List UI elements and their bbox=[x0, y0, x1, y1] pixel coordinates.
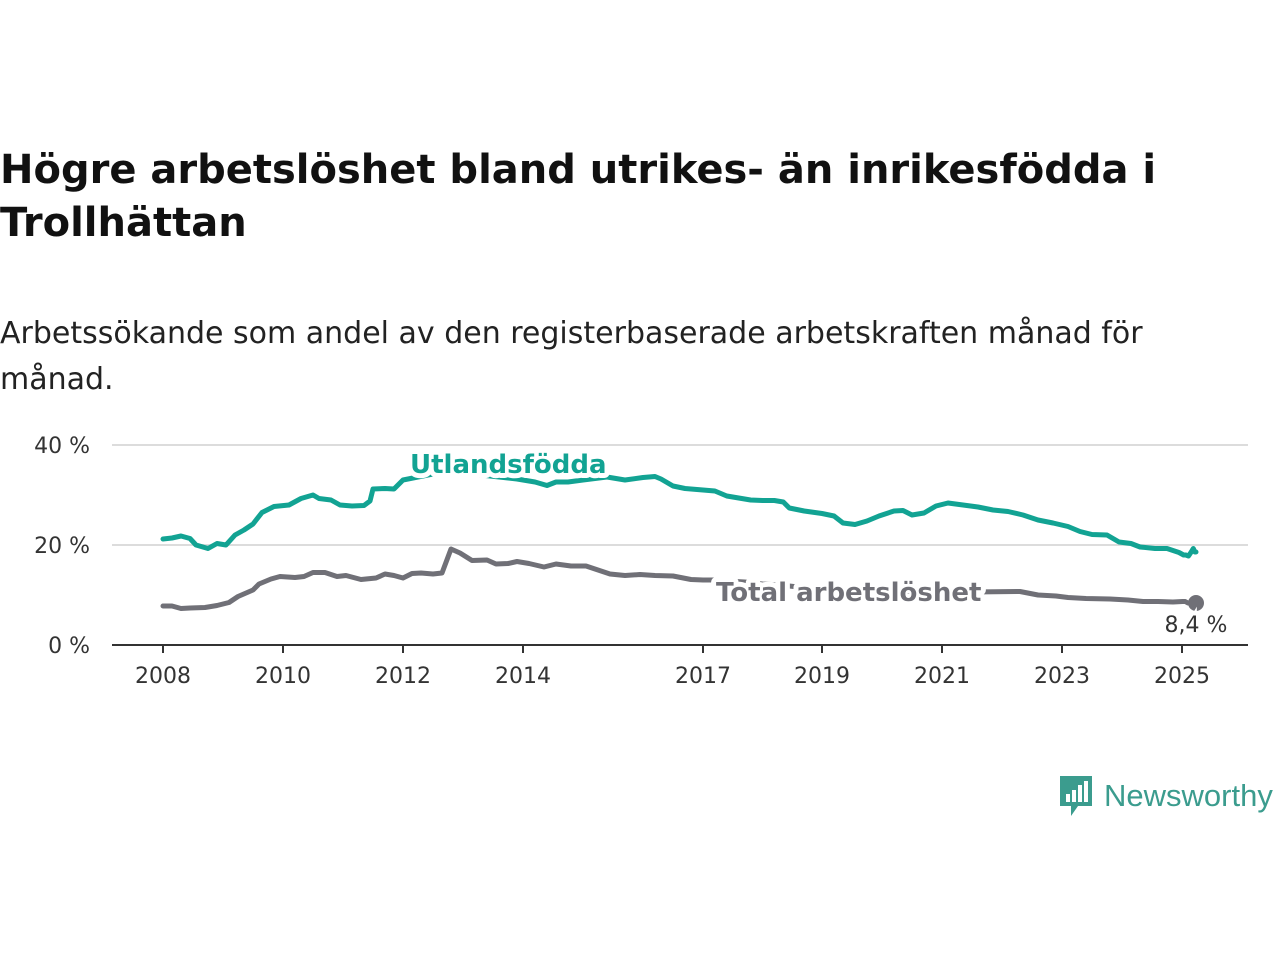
series-labels: Utlandsfödda Total arbetslöshet 8,4 % bbox=[405, 445, 1230, 641]
newsworthy-wordmark: Newsworthy bbox=[1104, 778, 1273, 813]
x-tick-label: 2014 bbox=[495, 664, 551, 689]
series-lines bbox=[160, 462, 1204, 611]
x-tick-label: 2019 bbox=[794, 664, 850, 689]
x-tick-label: 2017 bbox=[675, 664, 731, 689]
x-tick-label: 2021 bbox=[914, 664, 970, 689]
chart-subtitle: Arbetssökande som andel av den registerb… bbox=[0, 316, 1143, 397]
series-label-utlandsfodda: Utlandsfödda bbox=[410, 450, 607, 480]
line-chart: 0 % 20 % 40 % 2008 2010 2012 2014 2017 2019 2021 2… bbox=[34, 434, 1248, 689]
x-tick-label: 2025 bbox=[1154, 664, 1210, 689]
y-tick-label: 0 % bbox=[48, 634, 90, 659]
axes: 0 % 20 % 40 % 2008 2010 2012 2014 2017 2019 2021 2… bbox=[34, 434, 1248, 689]
y-tick-label: 40 % bbox=[34, 434, 90, 459]
series-line-total bbox=[160, 546, 1199, 611]
newsworthy-logo-icon bbox=[1060, 776, 1092, 816]
end-point-marker bbox=[1188, 595, 1204, 611]
chart-title: Högre arbetslöshet bland utrikes- än inr… bbox=[0, 147, 1157, 246]
x-tick-label: 2023 bbox=[1034, 664, 1090, 689]
series-label-total: Total arbetslöshet bbox=[716, 578, 981, 608]
end-value-label: 8,4 % bbox=[1165, 613, 1228, 638]
series-line-utlandsfodda bbox=[160, 462, 1199, 559]
newsworthy-logo: Newsworthy bbox=[1058, 774, 1273, 818]
x-tick-label: 2012 bbox=[375, 664, 431, 689]
y-tick-label: 20 % bbox=[34, 534, 90, 559]
x-tick-label: 2010 bbox=[255, 664, 311, 689]
grid-lines bbox=[112, 444, 1248, 546]
x-tick-label: 2008 bbox=[135, 664, 191, 689]
